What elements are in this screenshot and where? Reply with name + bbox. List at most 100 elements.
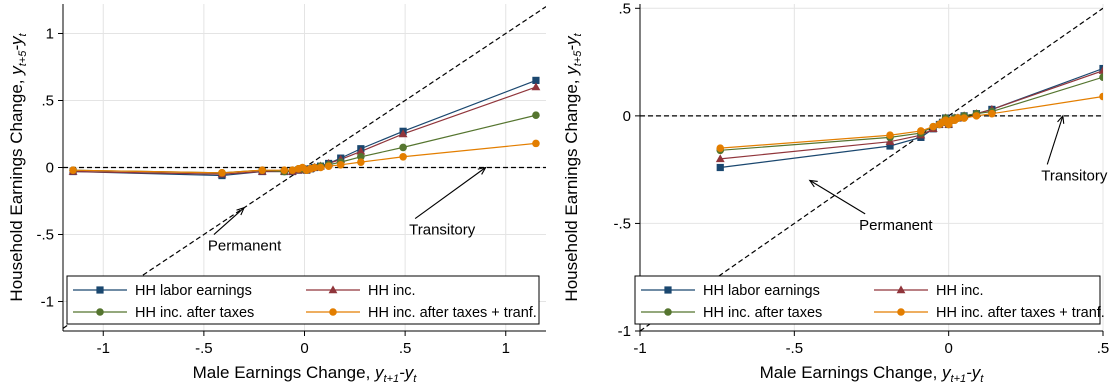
hh-inc-after-taxes-point [357,152,365,161]
hh-inc-legend-label: HH inc. [368,283,416,299]
hh-inc-after-taxes-point [532,111,540,120]
hh-inc-point [715,154,725,163]
transitory-annotation: Transitory [1041,167,1108,184]
y-axis-title-part: Household Earnings Change, [562,75,581,302]
y-axis-title-part: -y [562,35,581,51]
y-tick-label: .5 [618,0,631,17]
x-tick-label: -.5 [195,340,213,357]
y-axis-title-part: Household Earnings Change, [7,75,26,302]
transitory-arrowhead [477,166,487,175]
hh-inc-point [531,82,541,91]
x-axis-title-part: Male Earnings Change, [760,363,942,382]
permanent-arrow [213,207,245,236]
y-axis-title-part: y [562,65,581,76]
x-axis-title-part: t [980,373,984,385]
hh-inc-after-taxes-tranf-point [929,122,938,131]
y-axis-title-part: t+5 [572,50,584,66]
left-chart-panel: -1 -.5 0 .5 1 -1 -.5 0 .5 1 Permanent Transitory HH … [7,4,546,385]
right-chart-panel: -1 -.5 0 .5 -1 -.5 0 .5 Permanent Transitory HH la… [555,0,1110,386]
x-tick-label: .5 [1097,340,1110,357]
y-axis-title-part: t+5 [17,50,29,66]
hh-inc-after-taxes-tranf-point [218,169,226,177]
hh-inc-point [398,129,408,138]
hh-inc-legend-marker [896,285,906,294]
permanent-arrowhead [236,206,246,216]
data-series [715,64,1103,172]
hh-inc-after-taxes-tranf-legend-label: HH inc. after taxes + tranf. [936,305,1105,321]
hh-inc-after-taxes-tranf-point [324,162,333,170]
y-axis-title: Household Earnings Change, yt+5-yt [562,32,584,301]
y-axis-title-part: y [7,65,26,76]
hh-inc-after-taxes-tranf-point [532,139,540,148]
hh-inc-after-taxes-tranf-point [288,166,297,174]
hh-labor-earnings-legend-label: HH labor earnings [703,283,820,299]
x-axis-title-part: t+1 [951,373,967,385]
data-series [68,76,541,180]
permanent-annotation: Permanent [208,238,282,255]
x-axis-title-part: -y [966,363,982,382]
y-axis-title-part: t [572,32,584,36]
y-tick-label: -1 [41,294,54,311]
y-tick-label: 0 [46,160,54,177]
permanent-arrow [809,179,866,215]
hh-inc-after-taxes-tranf-point [954,114,962,122]
hh-inc-after-taxes-tranf-point [886,131,894,140]
y-tick-label: -.5 [613,215,631,232]
x-axis-title: Male Earnings Change, yt+1-yt [193,363,418,385]
hh-inc-after-taxes-tranf-point [280,166,289,174]
x-tick-label: 0 [300,340,308,357]
hh-inc-after-taxes-tranf-point [258,166,267,174]
hh-inc-after-taxes-tranf-point [316,163,325,172]
transitory-annotation: Transitory [409,222,476,239]
transitory-arrow [414,167,486,219]
y-tick-label: -.5 [36,227,54,244]
hh-inc-legend-label: HH inc. [936,283,984,299]
x-tick-label: -1 [97,340,110,357]
hh-inc-after-taxes-tranf-legend-label: HH inc. after taxes + tranf. [368,305,537,321]
hh-labor-earnings-point [716,163,724,172]
y-tick-label: 0 [623,108,631,125]
x-tick-label: -1 [633,340,646,357]
x-axis-title-part: y [374,363,385,382]
chart-svg: -1 -.5 0 .5 1 -1 -.5 0 .5 1 Permanent Transitory HH … [7,4,546,385]
hh-inc-after-taxes-tranf-point [336,161,345,169]
x-axis-title-part: t+1 [384,373,400,385]
x-tick-label: 0 [944,340,952,357]
transitory-arrow [1046,115,1064,165]
y-axis-title-part: t [17,32,29,36]
hh-inc-after-taxes-tranf-legend-marker [897,308,905,316]
y-tick-label: 1 [46,25,54,42]
hh-inc-after-taxes-tranf-point [69,166,77,174]
reference-lines [640,7,1103,331]
y-axis-title-part: -y [7,35,26,51]
y-tick-label: .5 [41,92,54,109]
chart-svg: -1 -.5 0 .5 -1 -.5 0 .5 Permanent Transitory HH la… [562,0,1110,385]
permanent-arrowhead [808,179,818,188]
hh-labor-earnings-point [886,142,894,150]
hh-inc-after-taxes-tranf-point [960,114,968,122]
hh-labor-earnings-point [532,76,540,84]
hh-labor-earnings-point [1099,64,1103,73]
y-axis-title: Household Earnings Change, yt+5-yt [7,32,29,301]
y-tick-label: -1 [618,323,631,340]
x-axis-title-part: y [941,363,952,382]
x-axis-title-part: -y [399,363,415,382]
x-tick-label: .5 [399,340,412,357]
hh-inc-after-taxes-legend-label: HH inc. after taxes [135,305,254,321]
hh-inc-after-taxes-tranf-point [1099,92,1103,101]
hh-inc-legend-marker [328,285,338,294]
x-tick-label: -.5 [786,340,804,357]
x-axis-title: Male Earnings Change, yt+1-yt [760,363,985,385]
hh-inc-after-taxes-tranf-point [972,112,981,120]
x-axis-title-part: Male Earnings Change, [193,363,375,382]
hh-inc-after-taxes-point [399,143,407,152]
hh-inc-point [356,146,366,155]
hh-inc-point [1098,66,1103,74]
x-axis-title-part: t [413,373,417,385]
hh-labor-earnings-legend-marker [664,286,672,294]
hh-inc-after-taxes-tranf-point [917,127,925,135]
permanent-reference-line [640,7,1103,331]
legend-box [66,275,540,325]
legend-box [634,275,1101,325]
x-tick-label: 1 [502,340,510,357]
